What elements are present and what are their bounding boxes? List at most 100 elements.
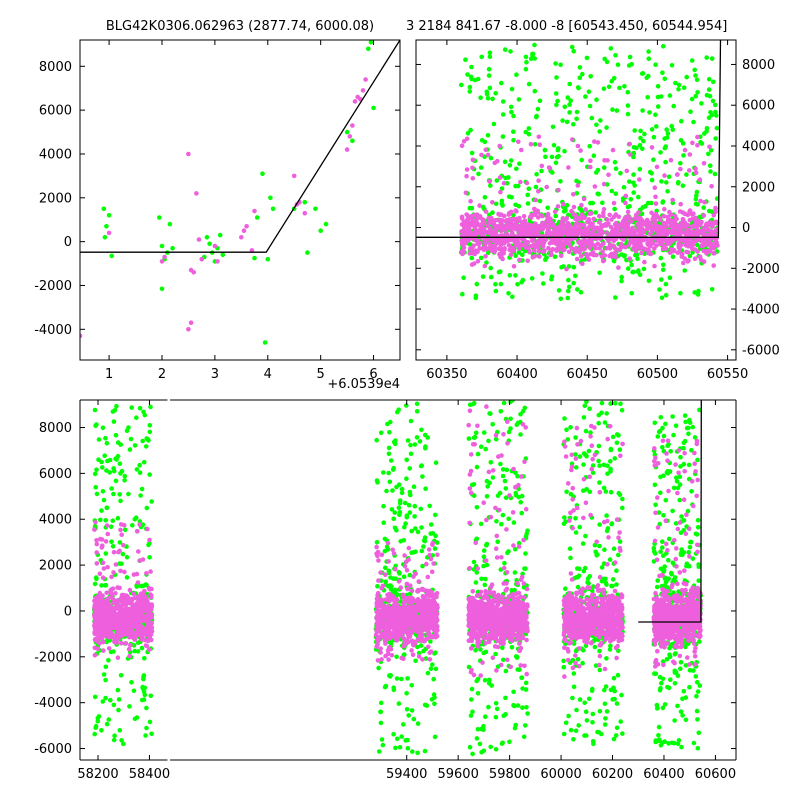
green-data-point bbox=[113, 478, 119, 484]
green-data-point bbox=[573, 273, 578, 279]
green-data-point bbox=[540, 271, 545, 276]
green-data-point bbox=[525, 201, 531, 206]
pink-data-point bbox=[529, 215, 534, 220]
green-data-point bbox=[391, 685, 397, 690]
green-data-point bbox=[646, 56, 652, 61]
pink-data-point bbox=[653, 211, 659, 217]
green-data-point bbox=[137, 462, 142, 468]
pink-data-point bbox=[536, 189, 541, 194]
pink-data-point bbox=[471, 261, 477, 266]
green-data-point bbox=[252, 255, 257, 261]
pink-data-point bbox=[592, 139, 597, 144]
pink-data-point bbox=[380, 611, 386, 617]
green-data-point bbox=[629, 290, 634, 296]
green-data-point bbox=[386, 470, 392, 476]
pink-data-point bbox=[533, 207, 538, 213]
pink-data-point bbox=[532, 248, 537, 253]
green-data-point bbox=[502, 560, 507, 566]
pink-data-point bbox=[374, 601, 380, 606]
green-data-point bbox=[571, 280, 576, 286]
pink-data-point bbox=[575, 232, 580, 237]
green-data-point bbox=[578, 206, 583, 211]
green-data-point bbox=[393, 587, 398, 593]
green-data-point bbox=[478, 255, 484, 261]
green-data-point bbox=[137, 470, 143, 476]
pink-data-point bbox=[686, 230, 691, 235]
green-data-point bbox=[516, 97, 522, 102]
green-data-point bbox=[149, 499, 154, 504]
pink-data-point bbox=[411, 574, 416, 579]
pink-data-point bbox=[379, 597, 385, 602]
green-data-point bbox=[621, 185, 627, 190]
pink-data-point bbox=[493, 217, 498, 223]
pink-data-point bbox=[575, 216, 580, 222]
pink-data-point bbox=[693, 170, 699, 176]
green-data-point bbox=[618, 170, 623, 176]
green-data-point bbox=[404, 515, 410, 520]
x-tick-label: 3 bbox=[211, 367, 219, 382]
y-tick-label: 0 bbox=[64, 235, 72, 250]
green-data-point bbox=[399, 486, 405, 492]
green-data-point bbox=[469, 64, 474, 70]
green-data-point bbox=[598, 118, 603, 123]
green-data-point bbox=[95, 718, 101, 724]
pink-data-point bbox=[701, 161, 707, 166]
green-data-point bbox=[406, 713, 412, 718]
pink-data-point bbox=[682, 147, 688, 153]
pink-data-point bbox=[347, 134, 353, 139]
pink-data-point bbox=[144, 603, 150, 608]
pink-data-point bbox=[538, 223, 544, 228]
pink-data-point bbox=[576, 240, 581, 245]
green-data-point bbox=[667, 275, 673, 281]
pink-data-point bbox=[378, 646, 384, 651]
green-data-point bbox=[410, 749, 415, 754]
pink-data-point bbox=[464, 237, 470, 243]
green-data-point bbox=[521, 734, 527, 740]
pink-data-point bbox=[530, 238, 535, 244]
pink-data-point bbox=[579, 202, 584, 208]
pink-data-point bbox=[693, 238, 699, 244]
pink-data-point bbox=[513, 208, 518, 213]
green-data-point bbox=[432, 546, 438, 551]
pink-data-point bbox=[536, 228, 541, 234]
pink-data-point bbox=[96, 611, 101, 617]
green-data-point bbox=[433, 460, 439, 466]
green-data-point bbox=[515, 183, 521, 189]
pink-data-point bbox=[556, 234, 562, 239]
pink-data-point bbox=[401, 644, 406, 649]
pink-data-point bbox=[698, 198, 703, 204]
pink-data-point bbox=[135, 580, 141, 585]
pink-data-point bbox=[596, 220, 602, 225]
green-data-point bbox=[647, 110, 652, 115]
green-data-point bbox=[465, 131, 471, 136]
green-data-point bbox=[587, 103, 593, 109]
green-data-point bbox=[388, 458, 394, 463]
green-data-point bbox=[93, 485, 98, 490]
green-data-point bbox=[600, 200, 605, 206]
pink-data-point bbox=[600, 258, 606, 264]
green-data-point bbox=[673, 80, 678, 86]
green-data-point bbox=[516, 203, 522, 209]
pink-data-point bbox=[419, 601, 424, 606]
panel-full-lightcurve: 58200 58400 59400 59600 59800 60000 60200 60400… bbox=[34, 398, 737, 782]
green-data-point bbox=[409, 528, 415, 534]
pink-data-point bbox=[109, 574, 114, 580]
pink-data-point bbox=[137, 558, 143, 563]
pink-data-point bbox=[585, 226, 591, 231]
pink-data-point bbox=[241, 228, 247, 233]
green-data-point bbox=[469, 686, 475, 692]
green-data-point bbox=[638, 128, 643, 134]
green-data-point bbox=[386, 445, 392, 451]
green-data-point bbox=[499, 521, 504, 527]
pink-data-point bbox=[595, 140, 601, 145]
pink-data-point bbox=[119, 632, 125, 638]
green-data-point bbox=[117, 461, 123, 467]
green-data-point bbox=[714, 125, 720, 131]
green-data-point bbox=[662, 136, 667, 141]
green-data-point bbox=[461, 275, 466, 281]
pink-data-point bbox=[684, 249, 689, 255]
pink-data-point bbox=[689, 229, 695, 235]
green-data-point bbox=[485, 96, 491, 101]
pink-data-point bbox=[117, 585, 122, 591]
pink-data-point bbox=[138, 591, 144, 596]
